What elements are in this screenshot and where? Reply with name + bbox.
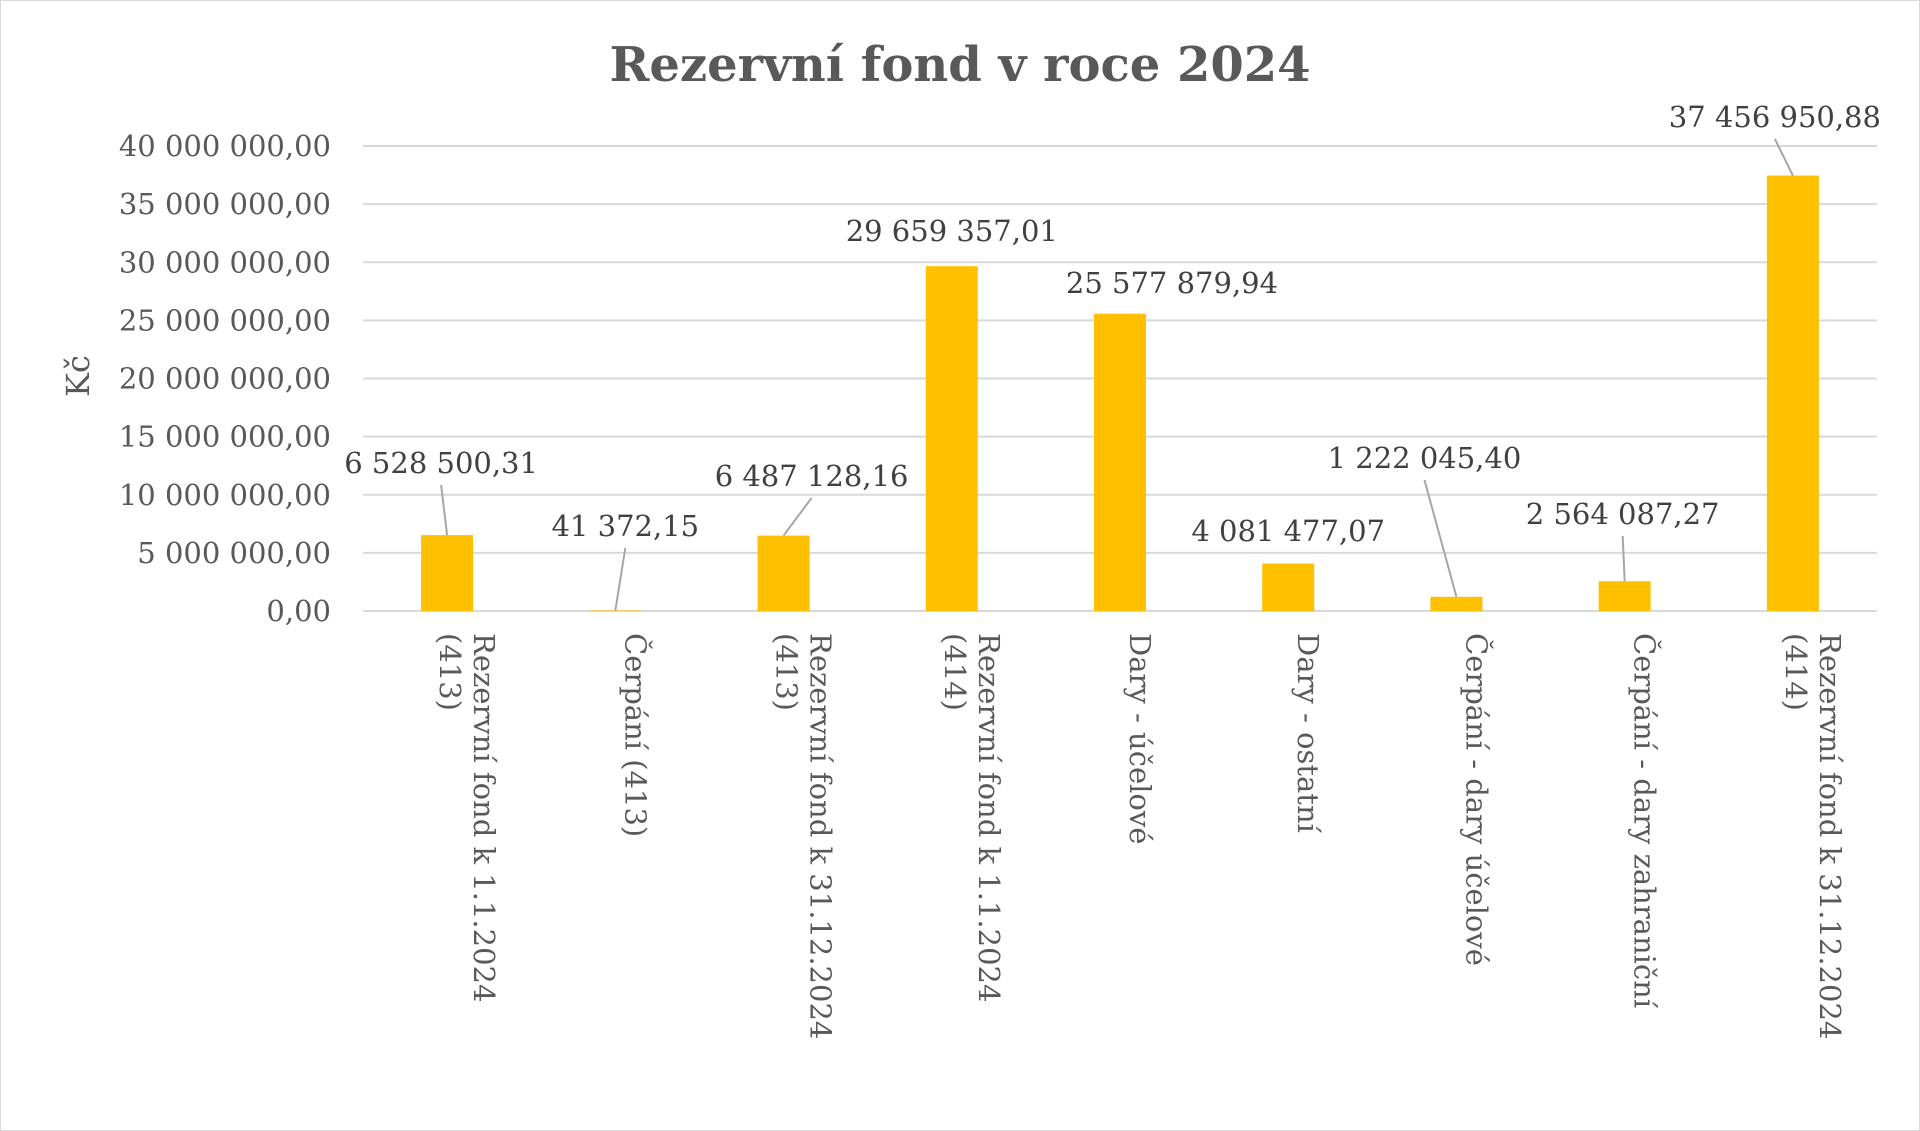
leader-line <box>440 484 449 536</box>
data-label: 41 372,15 <box>552 509 700 543</box>
bar <box>1262 563 1315 611</box>
x-tick-label-group: Rezervní fond k 1.1.2024(413) <box>433 633 501 1002</box>
data-label: 2 564 087,27 <box>1526 497 1720 531</box>
y-tick-label: 40 000 000,00 <box>119 129 331 163</box>
y-tick-label: 25 000 000,00 <box>119 303 331 337</box>
leader-line <box>782 497 813 537</box>
x-tick-label-group: Dary - účelové <box>1123 633 1157 844</box>
x-tick-label: Rezervní fond k 1.1.2024 <box>972 633 1006 1002</box>
x-tick-label-group: Rezervní fond k 31.12.2024(414) <box>1779 633 1847 1039</box>
bar <box>757 535 810 611</box>
x-tick-label: (414) <box>1779 633 1813 711</box>
data-label: 29 659 357,01 <box>846 214 1058 248</box>
y-tick-label: 5 000 000,00 <box>137 536 331 570</box>
x-tick-label-group: Čerpání (413) <box>618 633 653 837</box>
data-labels: 6 528 500,31 41 372,15 6 487 128,16 29 659 … <box>344 100 1881 548</box>
bar <box>1766 175 1819 612</box>
bar <box>421 535 474 611</box>
leader-line <box>1621 535 1626 582</box>
leader-lines <box>440 138 1794 611</box>
data-label: 6 487 128,16 <box>715 459 909 493</box>
x-tick-label: (413) <box>433 633 467 711</box>
x-tick-label-group: Rezervní fond k 31.12.2024(413) <box>770 633 838 1039</box>
x-tick-label: Čerpání (413) <box>618 633 653 837</box>
data-label: 6 528 500,31 <box>344 446 538 480</box>
y-tick-label: 30 000 000,00 <box>119 245 331 279</box>
x-tick-label: Dary - ostatní <box>1291 633 1325 834</box>
bar <box>1430 596 1483 611</box>
y-tick-label: 15 000 000,00 <box>119 420 331 454</box>
leader-line <box>1423 479 1458 598</box>
y-tick-label: 35 000 000,00 <box>119 187 331 221</box>
x-tick-label-group: Čerpání - dary účelové <box>1459 633 1494 966</box>
data-label: 25 577 879,94 <box>1066 266 1278 300</box>
x-tick-label: Čerpání - dary účelové <box>1459 633 1494 966</box>
bar <box>1094 313 1146 611</box>
y-axis-label: Kč <box>59 355 97 397</box>
bar <box>1598 581 1651 611</box>
chart-title: Rezervní fond v roce 2024 <box>609 37 1310 93</box>
x-tick-label-group: Dary - ostatní <box>1291 633 1325 834</box>
y-tick-label: 0,00 <box>266 594 331 628</box>
data-label: 4 081 477,07 <box>1191 514 1385 548</box>
x-tick-label: Rezervní fond k 31.12.2024 <box>1813 633 1847 1039</box>
x-tick-label: Dary - účelové <box>1123 633 1157 844</box>
leader-line <box>614 547 627 611</box>
x-tick-label: (414) <box>938 633 972 711</box>
data-label: 37 456 950,88 <box>1669 100 1881 134</box>
x-tick-label: Čerpání - dary zahraniční <box>1628 633 1663 1009</box>
bars <box>421 175 1819 612</box>
x-tick-label: Rezervní fond k 1.1.2024 <box>467 633 501 1002</box>
bar <box>925 266 978 611</box>
x-tick-label-group: Čerpání - dary zahraniční <box>1628 633 1663 1009</box>
leader-line <box>1773 138 1794 177</box>
y-axis-ticks: 0,00 5 000 000,00 10 000 000,00 15 000 000,… <box>119 129 331 628</box>
x-tick-label: (413) <box>770 633 804 711</box>
x-tick-label-group: Rezervní fond k 1.1.2024(414) <box>938 633 1006 1002</box>
data-label: 1 222 045,40 <box>1328 441 1522 475</box>
x-axis-ticks: Rezervní fond k 1.1.2024(413) Čerpání (41… <box>433 633 1847 1039</box>
y-tick-label: 20 000 000,00 <box>119 362 331 396</box>
y-tick-label: 10 000 000,00 <box>119 478 331 512</box>
x-tick-label: Rezervní fond k 31.12.2024 <box>804 633 838 1039</box>
